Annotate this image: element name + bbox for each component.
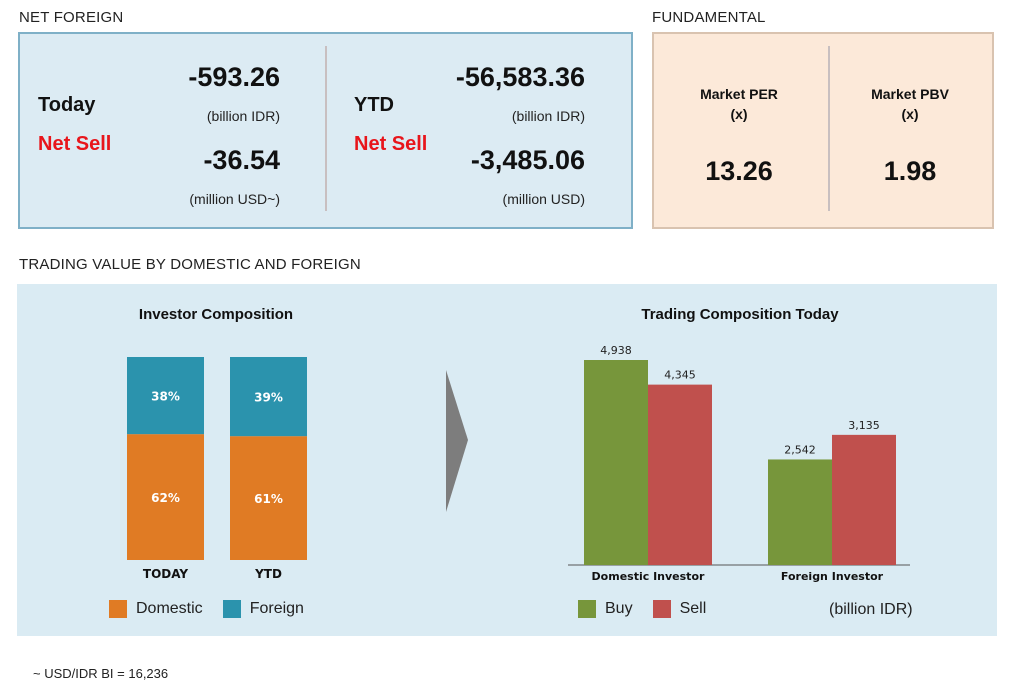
today-net-sell: Net Sell [38, 133, 112, 155]
data-label-buy-foreign: 2,542 [784, 443, 816, 456]
bar-sell-domestic [648, 384, 712, 565]
data-label-domestic-ytd: 61% [254, 492, 283, 506]
ytd-label: YTD [354, 94, 394, 116]
bar-domestic-ytd [230, 436, 307, 560]
pbv-label: Market PBV (x) [828, 84, 992, 124]
ytd-value-usd: -3,485.06 [470, 145, 585, 175]
legend-swatch-foreign [222, 600, 241, 618]
data-label-buy-domestic: 4,938 [600, 344, 632, 357]
fundamental-title: FUNDAMENTAL [652, 9, 766, 26]
ytd-unit-usd: (million USD) [502, 191, 585, 207]
data-label-foreign-ytd: 39% [254, 391, 283, 405]
net-foreign-title: NET FOREIGN [19, 9, 124, 26]
legend-label-domestic: Domestic [136, 600, 203, 617]
bar-buy-domestic [584, 360, 648, 565]
fx-rate-footnote: ~ USD/IDR BI = 16,236 [33, 666, 169, 681]
legend-swatch-sell [652, 600, 671, 618]
today-unit-usd: (million USD~) [189, 191, 280, 207]
per-label-line1: Market PER [700, 86, 778, 102]
pbv-value: 1.98 [883, 156, 937, 186]
per-label-line2: (x) [730, 106, 748, 122]
legend-swatch-buy [578, 600, 596, 618]
fundamental-divider [828, 46, 830, 211]
category-label-today: TODAY [143, 567, 188, 581]
ytd-value-idr: -56,583.36 [455, 62, 585, 92]
data-label-domestic-today: 62% [151, 491, 180, 505]
data-label-sell-domestic: 4,345 [664, 369, 696, 382]
per-value: 13.26 [705, 156, 773, 186]
today-value-idr: -593.26 [188, 62, 280, 92]
trading-composition-title: Trading Composition Today [641, 306, 839, 323]
today-label: Today [38, 94, 96, 116]
arrow-right-icon [446, 370, 468, 512]
per-label: Market PER (x) [654, 84, 824, 124]
category-label-domestic: Domestic Investor [592, 570, 705, 583]
legend-swatch-domestic [109, 600, 127, 618]
ytd-net-sell: Net Sell [354, 133, 428, 155]
today-value-usd: -36.54 [203, 145, 280, 175]
legend-label-buy: Buy [605, 600, 633, 617]
bar-sell-foreign [832, 434, 896, 565]
investor-composition-title: Investor Composition [138, 306, 294, 323]
category-label-foreign: Foreign Investor [781, 570, 884, 583]
bar-foreign-ytd [230, 357, 307, 437]
bar-foreign-today [127, 357, 204, 435]
pbv-label-line1: Market PBV [871, 86, 949, 102]
fundamental-panel: Market PER (x) 13.26 Market PBV (x) 1.98 [652, 32, 994, 229]
trading-value-title: TRADING VALUE BY DOMESTIC AND FOREIGN [19, 256, 361, 273]
trading-legend: Buy Sell [578, 600, 706, 618]
bar-buy-foreign [768, 459, 832, 565]
data-label-sell-foreign: 3,135 [848, 419, 880, 432]
legend-label-sell: Sell [679, 600, 707, 617]
trading-unit-label: (billion IDR) [829, 601, 913, 618]
legend-label-foreign: Foreign [249, 600, 304, 617]
net-foreign-panel: Today Net Sell -593.26 (billion IDR) -36… [18, 32, 633, 229]
today-unit-idr: (billion IDR) [206, 108, 280, 124]
composition-legend: Domestic Foreign [109, 600, 304, 618]
pbv-label-line2: (x) [901, 106, 919, 122]
ytd-unit-idr: (billion IDR) [511, 108, 585, 124]
category-label-ytd: YTD [254, 567, 282, 581]
bar-domestic-today [127, 434, 204, 560]
data-label-foreign-today: 38% [151, 390, 180, 404]
net-foreign-divider [325, 46, 327, 211]
